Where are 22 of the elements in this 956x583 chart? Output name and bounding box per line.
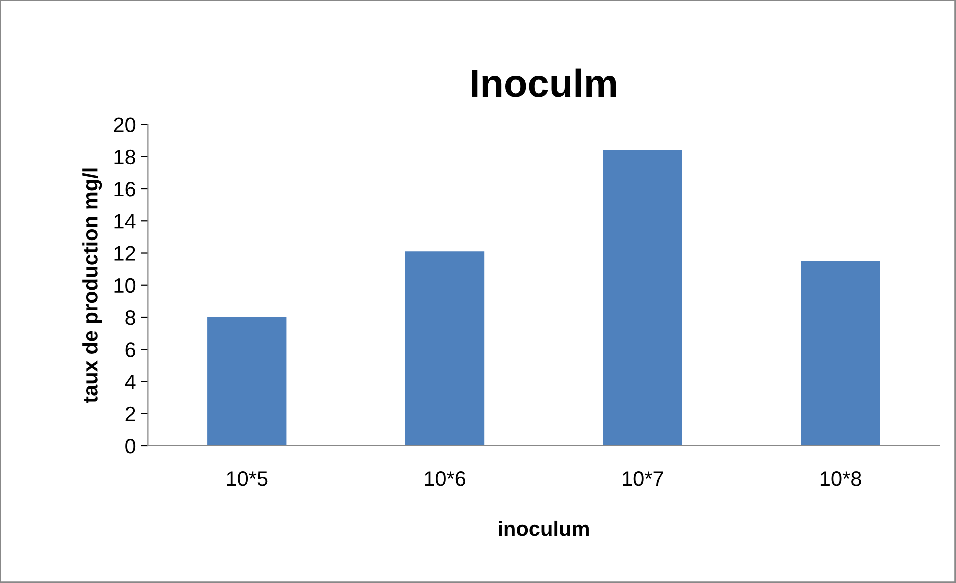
bar (603, 150, 682, 446)
y-tick-label: 4 (125, 374, 136, 390)
x-tick-label: 10*8 (820, 472, 862, 486)
y-tick-label: 16 (114, 182, 136, 197)
y-tick-label: 2 (126, 406, 136, 422)
x-axis-title: inoculum (499, 520, 589, 536)
y-tick-label: 10 (114, 278, 136, 294)
chart-title: Inoculm (472, 68, 616, 98)
y-tick-label: 20 (114, 118, 136, 133)
y-tick-label: 8 (126, 310, 136, 326)
x-tick-label: 10*5 (227, 472, 268, 486)
bar (801, 261, 880, 446)
bar (405, 252, 485, 446)
y-tick-label: 14 (114, 214, 136, 229)
x-tick-label: 10*6 (425, 472, 466, 486)
bar (208, 318, 287, 446)
y-tick-label: 12 (114, 246, 136, 261)
x-tick-label: 10*7 (623, 472, 664, 486)
y-tick-label: 0 (126, 438, 136, 454)
y-tick-label: 18 (114, 150, 136, 165)
y-tick-label: 6 (126, 342, 136, 358)
y-axis-title: taux de production mg/l (82, 168, 102, 404)
